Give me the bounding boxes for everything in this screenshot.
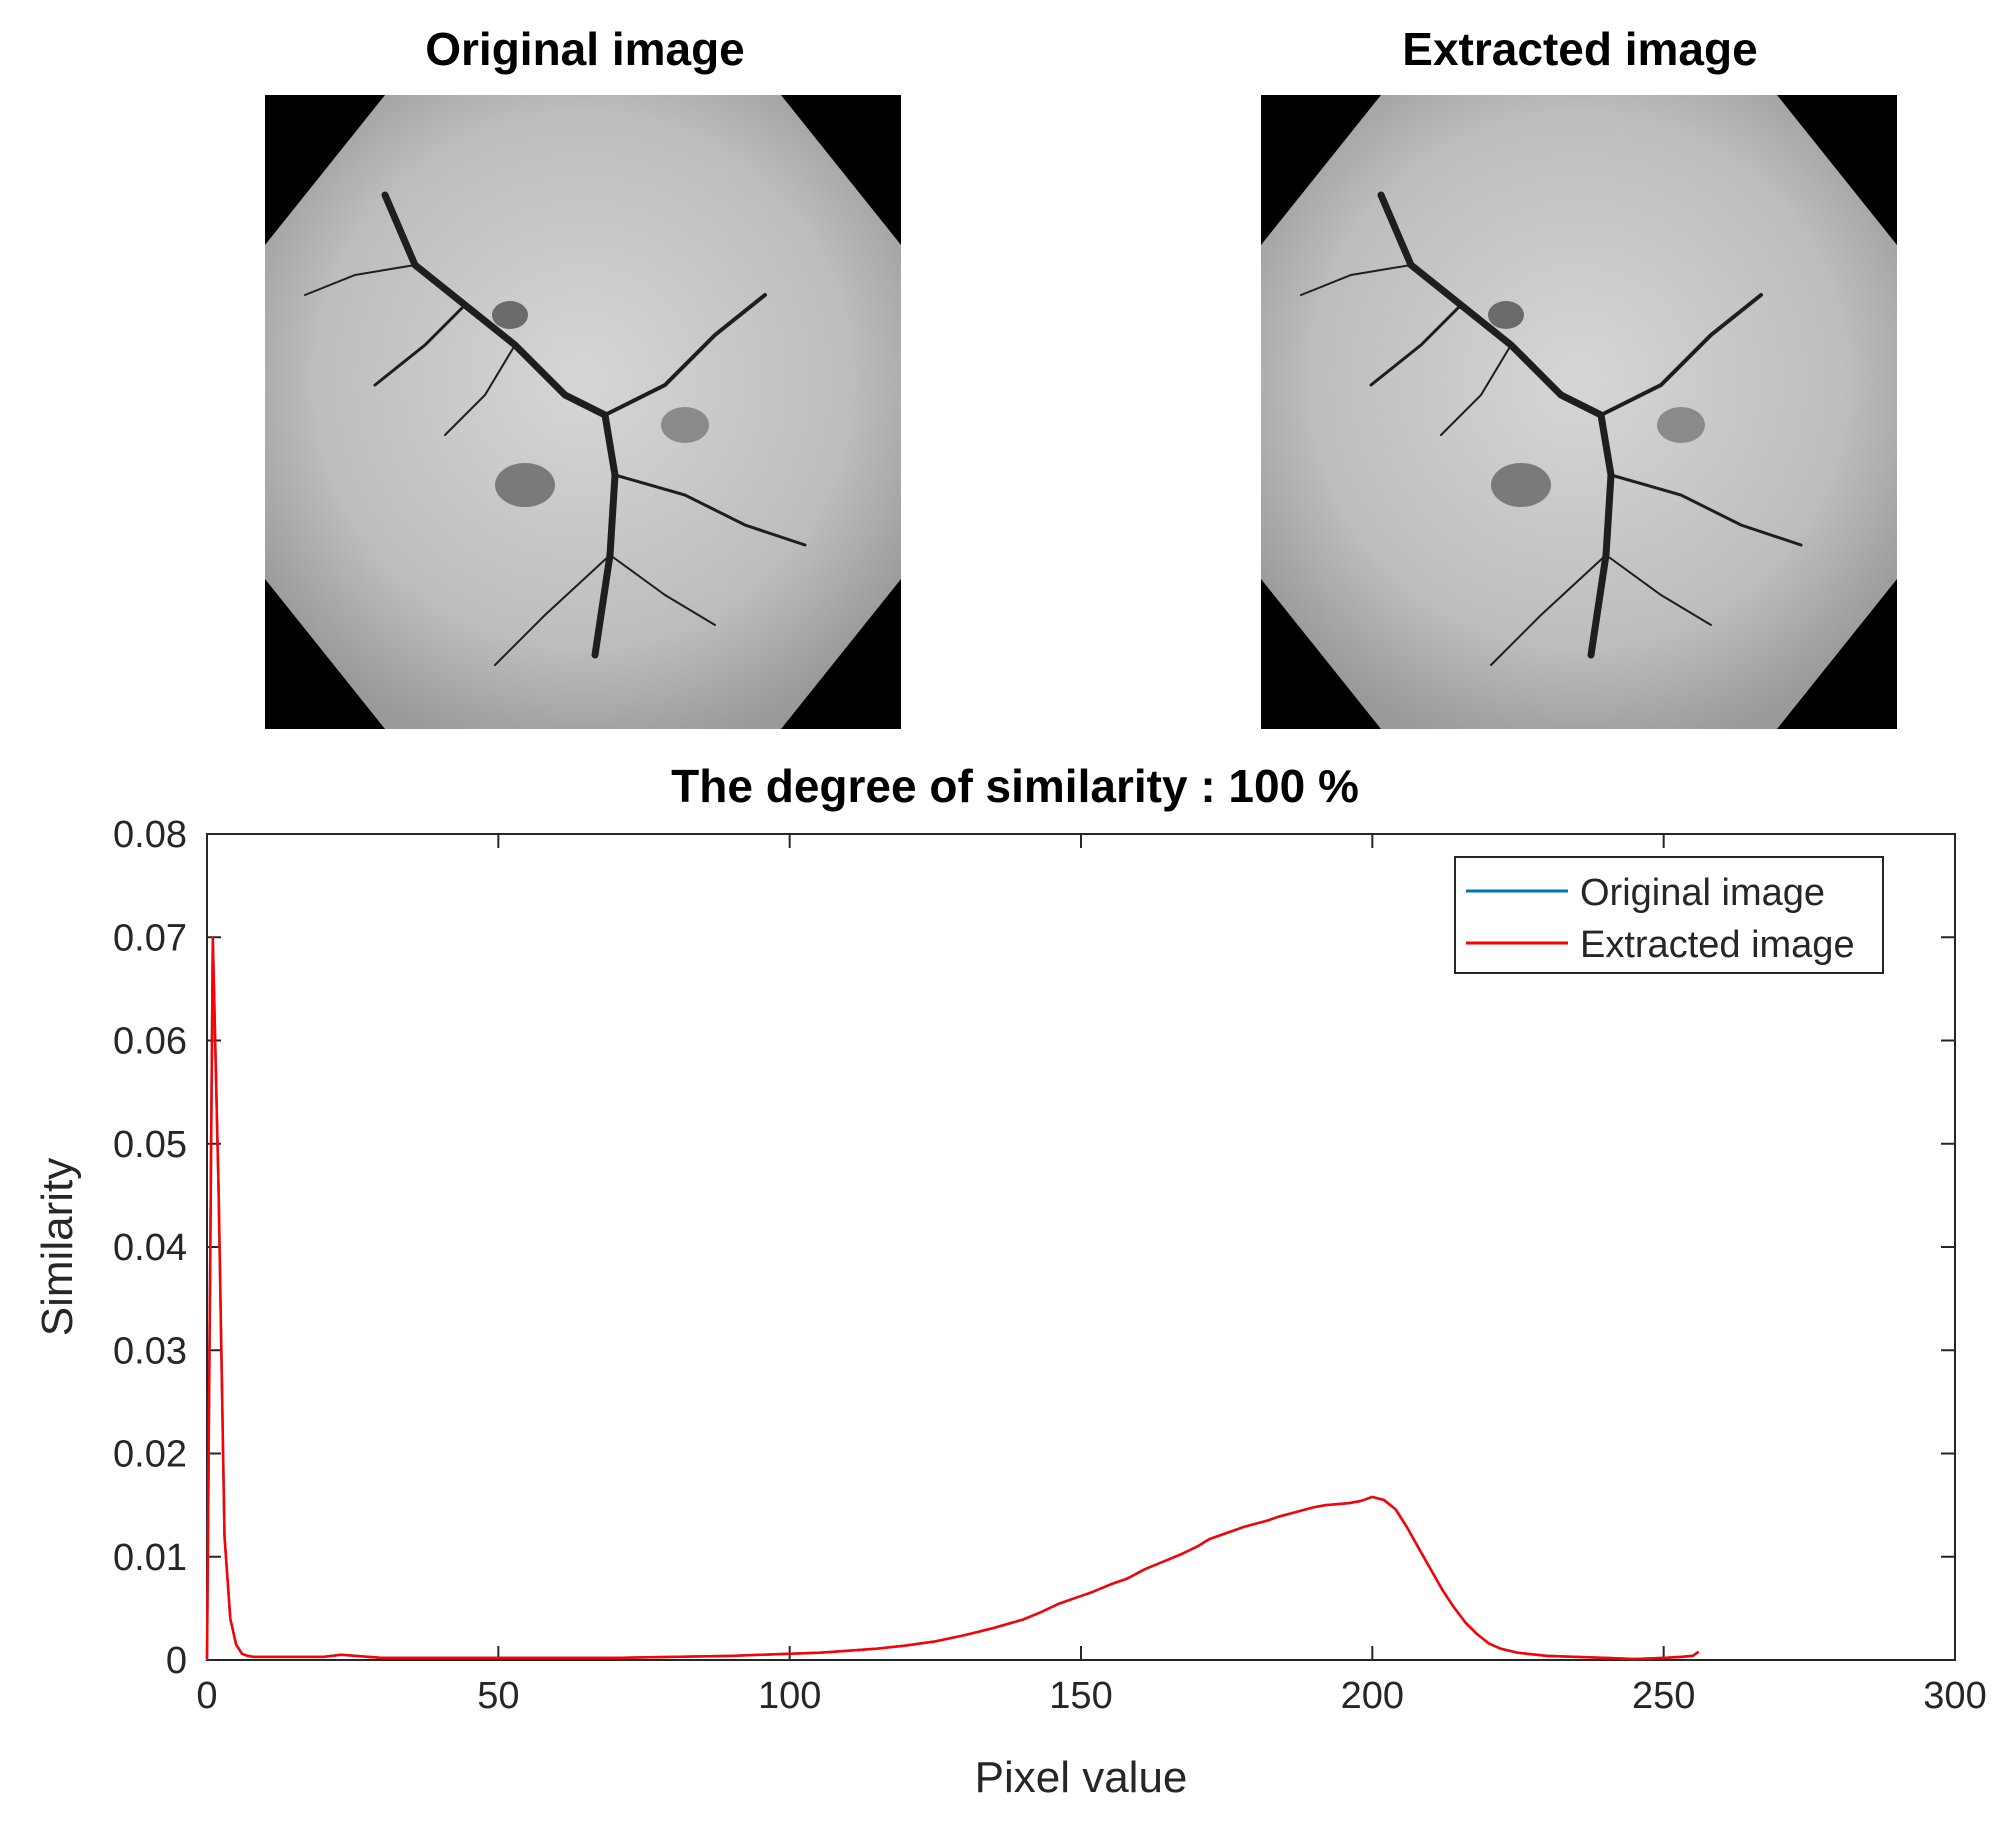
x-tick-label: 100 [758, 1675, 821, 1717]
series-line-extracted [205, 935, 1700, 1661]
y-tick-label: 0.04 [113, 1227, 187, 1269]
y-tick-label: 0 [166, 1640, 187, 1682]
x-tick-label: 0 [196, 1675, 217, 1717]
x-tick-label: 200 [1341, 1675, 1404, 1717]
extracted-angiogram-graphic [1261, 95, 1897, 729]
x-tick-label: 50 [477, 1675, 519, 1717]
extracted-image-title: Extracted image [1402, 23, 1758, 75]
series-lines [205, 935, 1700, 1661]
axis-ticks: 0 50 100 150 200 250 300 0 0.01 0.02 0.03 0.04 0.05 0… [113, 814, 1987, 1717]
y-tick-label: 0.05 [113, 1124, 187, 1166]
x-tick-label: 250 [1632, 1675, 1695, 1717]
legend-label-extracted: Extracted image [1580, 924, 1855, 966]
x-axis-label: Pixel value [975, 1753, 1188, 1802]
chart-legend: Original image Extracted image [1454, 856, 1884, 974]
legend-label-original: Original image [1580, 872, 1825, 914]
y-tick-label: 0.03 [113, 1330, 187, 1372]
original-angiogram-graphic [265, 95, 901, 729]
x-tick-label: 300 [1923, 1675, 1986, 1717]
original-angiogram-image [265, 95, 901, 729]
y-tick-label: 0.07 [113, 917, 187, 959]
y-axis-label: Similarity [33, 1158, 82, 1336]
chart-title: The degree of similarity : 100 % [671, 760, 1359, 812]
y-tick-label: 0.06 [113, 1021, 187, 1063]
x-tick-label: 150 [1049, 1675, 1112, 1717]
original-image-title: Original image [425, 23, 745, 75]
y-tick-label: 0.02 [113, 1434, 187, 1476]
y-tick-label: 0.01 [113, 1537, 187, 1579]
y-tick-label: 0.08 [113, 814, 187, 856]
extracted-angiogram-image [1261, 95, 1897, 729]
legend-box [1454, 856, 1884, 974]
